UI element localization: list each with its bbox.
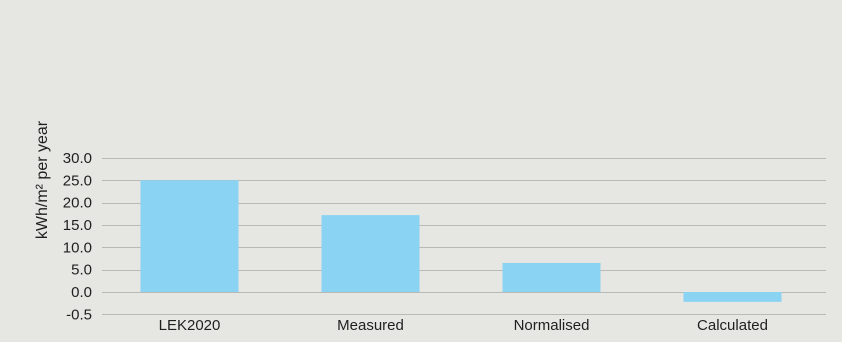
category-label: Measured <box>337 317 404 334</box>
y-tick-label: 30.0 <box>63 150 92 167</box>
y-tick-label: 15.0 <box>63 217 92 234</box>
category-label: Normalised <box>514 317 590 334</box>
y-tick-label: 0.0 <box>71 284 92 301</box>
bar-normalised <box>502 262 601 292</box>
y-axis-tick-labels: 30.0 25.0 20.0 15.0 10.0 5.0 0.0 -0.5 <box>63 150 92 323</box>
category-label: LEK2020 <box>159 317 221 334</box>
y-tick-label: 10.0 <box>63 239 92 256</box>
bar-calculated <box>683 292 782 302</box>
x-axis-category-labels: LEK2020 Measured Normalised Calculated <box>159 317 768 334</box>
y-tick-label: -0.5 <box>66 306 92 323</box>
bars <box>140 180 782 302</box>
y-axis-title: kWh/m² per year <box>34 120 51 239</box>
bar-measured <box>321 215 420 292</box>
y-tick-label: 20.0 <box>63 195 92 212</box>
y-tick-label: 5.0 <box>71 262 92 279</box>
y-tick-label: 25.0 <box>63 172 92 189</box>
bar-lek2020 <box>140 180 239 292</box>
category-label: Calculated <box>697 317 768 334</box>
